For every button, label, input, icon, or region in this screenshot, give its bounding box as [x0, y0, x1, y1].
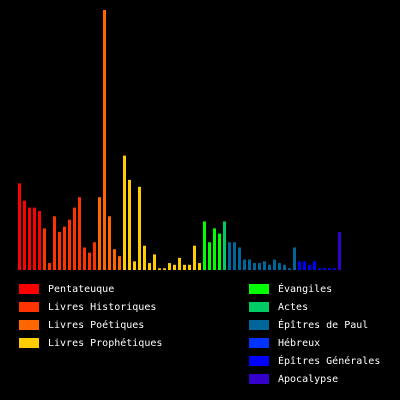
- bar-7-10: [273, 259, 276, 270]
- bar-4-9: [163, 268, 166, 270]
- legend-item-actes: Actes: [249, 298, 380, 316]
- legend-item-epitres-generales: Épîtres Générales: [249, 352, 380, 370]
- bar-8-7: [328, 268, 331, 270]
- bar-8-6: [323, 268, 326, 270]
- legend-swatch: [19, 338, 39, 348]
- bar-4-10: [168, 263, 171, 270]
- legend-swatch: [19, 302, 39, 312]
- bar-4-1: [123, 155, 126, 270]
- legend-item-hebreux: Hébreux: [249, 334, 380, 352]
- bar-4-5: [143, 245, 146, 270]
- bar-7-13: [288, 268, 291, 270]
- bar-8-1: [298, 261, 301, 270]
- bar-1-3: [28, 207, 31, 270]
- bar-5-3: [213, 228, 216, 270]
- bar-4-3: [133, 261, 136, 270]
- bar-3-4: [113, 249, 116, 270]
- bar-8-4: [313, 261, 316, 270]
- bar-1-4: [33, 207, 36, 270]
- bar-7-7: [258, 263, 261, 270]
- bar-4-8: [158, 268, 161, 270]
- bar-7-5: [248, 259, 251, 270]
- bar-2-10: [88, 252, 91, 270]
- bar-4-7: [153, 254, 156, 270]
- legend-swatch: [249, 356, 269, 366]
- bar-9-1: [338, 231, 341, 270]
- legend-label: Épîtres Générales: [278, 355, 381, 367]
- bar-2-4: [58, 231, 61, 270]
- bar-8-3: [308, 264, 311, 270]
- legend-item-epitres-de-paul: Épîtres de Paul: [249, 316, 380, 334]
- bar-4-16: [198, 263, 201, 270]
- bar-8-5: [318, 268, 321, 270]
- bar-2-6: [68, 219, 71, 270]
- bar-7-3: [238, 247, 241, 270]
- legend-swatch: [19, 284, 39, 294]
- legend-item-livres-prophetiques: Livres Prophétiques: [19, 334, 162, 352]
- bar-7-1: [228, 242, 231, 270]
- bar-3-5: [118, 256, 121, 270]
- legend-label: Apocalypse: [278, 373, 339, 385]
- bar-3-3: [108, 216, 111, 270]
- bar-1-5: [38, 211, 41, 270]
- bar-4-13: [183, 264, 186, 270]
- legend-item-livres-historiques: Livres Historiques: [19, 298, 162, 316]
- bar-7-11: [278, 263, 281, 270]
- bar-2-2: [48, 263, 51, 270]
- bar-5-1: [203, 221, 206, 270]
- legend-label: Épîtres de Paul: [278, 319, 369, 331]
- legend-label: Livres Poétiques: [48, 319, 145, 331]
- legend-label: Livres Prophétiques: [48, 337, 163, 349]
- legend-left: Pentateuque Livres Historiques Livres Po…: [19, 280, 162, 352]
- bar-7-12: [283, 264, 286, 270]
- bar-4-6: [148, 263, 151, 270]
- legend-right: Évangiles Actes Épîtres de Paul Hébreux …: [249, 280, 380, 388]
- bar-2-7: [73, 207, 76, 270]
- legend-label: Livres Historiques: [48, 301, 157, 313]
- bar-4-15: [193, 245, 196, 270]
- bar-2-8: [78, 197, 81, 270]
- bar-8-2: [303, 261, 306, 270]
- legend-swatch: [249, 374, 269, 384]
- legend-item-evangiles: Évangiles: [249, 280, 380, 298]
- legend-label: Hébreux: [278, 337, 321, 349]
- legend-label: Actes: [278, 301, 309, 313]
- bar-7-14: [293, 247, 296, 270]
- legend-swatch: [249, 338, 269, 348]
- bar-4-2: [128, 179, 131, 270]
- legend-swatch: [249, 284, 269, 294]
- bar-4-14: [188, 264, 191, 270]
- bar-2-11: [93, 242, 96, 270]
- bar-2-9: [83, 247, 86, 270]
- bar-2-5: [63, 226, 66, 270]
- bar-3-1: [98, 197, 101, 270]
- bar-7-8: [263, 261, 266, 270]
- bar-1-2: [23, 200, 26, 270]
- bar-2-1: [43, 228, 46, 270]
- bar-7-2: [233, 242, 236, 270]
- bar-1-1: [18, 183, 21, 270]
- bar-4-11: [173, 264, 176, 270]
- bar-4-4: [138, 186, 141, 270]
- bar-4-12: [178, 257, 181, 270]
- legend-swatch: [19, 320, 39, 330]
- bar-5-2: [208, 242, 211, 270]
- bar-7-9: [268, 264, 271, 270]
- legend-item-apocalypse: Apocalypse: [249, 370, 380, 388]
- bar-2-3: [53, 216, 56, 270]
- legend-label: Évangiles: [278, 283, 333, 295]
- bar-3-2: [103, 10, 106, 270]
- bar-7-4: [243, 259, 246, 270]
- bar-6-1: [223, 221, 226, 270]
- legend-swatch: [249, 302, 269, 312]
- bar-5-4: [218, 233, 221, 270]
- bar-7-6: [253, 263, 256, 270]
- legend-swatch: [249, 320, 269, 330]
- legend-item-livres-poetiques: Livres Poétiques: [19, 316, 162, 334]
- legend-label: Pentateuque: [48, 283, 115, 295]
- legend-item-pentateuque: Pentateuque: [19, 280, 162, 298]
- bar-8-8: [333, 268, 336, 270]
